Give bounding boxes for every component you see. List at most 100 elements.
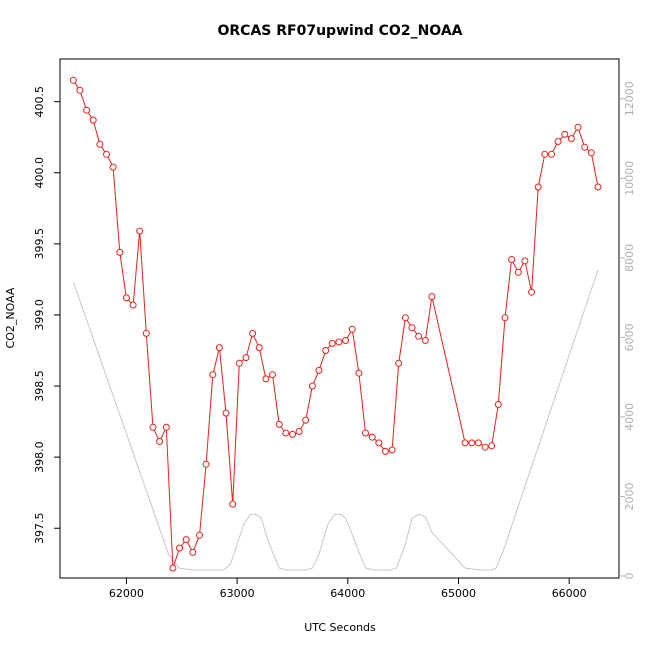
co2-point (202, 460, 210, 468)
y-tick-label: 398.5 (33, 370, 46, 402)
co2-point (335, 338, 343, 346)
co2-point (415, 332, 423, 340)
x-axis-label: UTC Seconds (304, 621, 376, 634)
co2-point (554, 138, 562, 145)
co2-point (408, 324, 416, 332)
co2-point (381, 447, 389, 455)
co2-point (534, 183, 542, 191)
co2-point (189, 548, 197, 556)
co2-point (481, 443, 489, 451)
co2-point (355, 369, 363, 377)
co2-series-group (69, 76, 602, 572)
co2-point (328, 339, 336, 347)
co2-point (322, 347, 330, 354)
co2-point (289, 430, 296, 438)
x-tick-label: 65000 (441, 587, 476, 600)
co2-point (468, 439, 476, 447)
co2-point (375, 439, 383, 447)
y-tick-label: 400.0 (33, 157, 46, 189)
co2-point (581, 143, 589, 151)
co2-point (401, 314, 409, 322)
co2-point (209, 371, 217, 379)
co2-point (275, 420, 283, 428)
x-axis: 62000 63000 64000 65000 66000 (109, 578, 587, 600)
co2-point (149, 423, 157, 431)
co2-point (182, 536, 190, 544)
co2-point (362, 429, 369, 437)
co2-point (136, 227, 144, 235)
co2-point (282, 429, 290, 437)
co2-point (587, 149, 595, 157)
y2-tick-label: 8000 (623, 244, 636, 272)
y2-tick-label: 10000 (623, 161, 636, 196)
co2-point (594, 183, 602, 191)
co2-point (474, 439, 482, 447)
y-tick-label: 398.0 (33, 441, 46, 473)
co2-point (196, 531, 203, 539)
x-tick-label: 62000 (109, 587, 144, 600)
co2-point (461, 439, 469, 447)
co2-point (561, 130, 569, 138)
co2-point (574, 123, 582, 131)
y-tick-label: 397.5 (33, 512, 46, 544)
altitude-series-group (72, 269, 599, 571)
y2-tick-label: 4000 (623, 403, 636, 431)
co2-point (548, 150, 555, 158)
y-tick-label: 400.5 (33, 86, 46, 118)
co2-point (269, 371, 276, 379)
y2-tick-label: 2000 (623, 483, 636, 511)
co2-point (229, 500, 237, 508)
co2-point (528, 288, 536, 296)
y-tick-label: 399.0 (33, 299, 46, 331)
co2-point (249, 329, 257, 337)
co2-point (215, 344, 223, 352)
co2-point (315, 366, 323, 374)
co2-point (109, 163, 117, 171)
co2-point (302, 416, 310, 424)
co2-point (514, 268, 522, 276)
co2-point (488, 442, 496, 450)
co2-point (129, 301, 137, 309)
co2-point (255, 344, 263, 352)
co2-point (262, 375, 270, 383)
co2-point (395, 359, 403, 367)
co2-line (72, 80, 599, 569)
co2-point (494, 401, 502, 408)
co2-point (103, 150, 110, 158)
co2-point (69, 76, 77, 84)
y2-tick-label: 12000 (623, 81, 636, 116)
co2-point (83, 106, 91, 114)
co2-point (142, 329, 150, 337)
co2-point (242, 354, 250, 362)
co2-point (348, 325, 356, 333)
co2-point (521, 257, 529, 265)
co2-point (235, 359, 243, 367)
co2-point (176, 544, 183, 552)
x-tick-label: 64000 (330, 587, 365, 600)
co2-point (76, 86, 84, 94)
co2-point (295, 428, 303, 435)
co2-point (421, 337, 429, 344)
co2-point (156, 438, 164, 445)
y-tick-label: 399.5 (33, 228, 46, 259)
co2-point (122, 294, 130, 302)
co2-point (388, 446, 396, 454)
co2-point (428, 293, 436, 300)
co2-point (116, 248, 124, 256)
y2-tick-label: 0 (623, 573, 636, 580)
co2-point (368, 433, 376, 441)
altitude-line (72, 269, 599, 571)
co2-point (222, 409, 230, 417)
x-tick-label: 66000 (552, 587, 587, 600)
y2-tick-label: 6000 (623, 323, 636, 351)
co2-point (89, 116, 97, 124)
co2-point (342, 337, 350, 344)
co2-point (541, 150, 549, 158)
co2-point (308, 382, 316, 390)
co2-point (162, 423, 170, 431)
y-axis-right: 0 2000 4000 6000 8000 10000 12000 (619, 81, 636, 580)
y-axis-label: CO2_NOAA (4, 287, 17, 348)
co2-point (567, 135, 575, 143)
chart-title: ORCAS RF07upwind CO2_NOAA (218, 23, 463, 39)
